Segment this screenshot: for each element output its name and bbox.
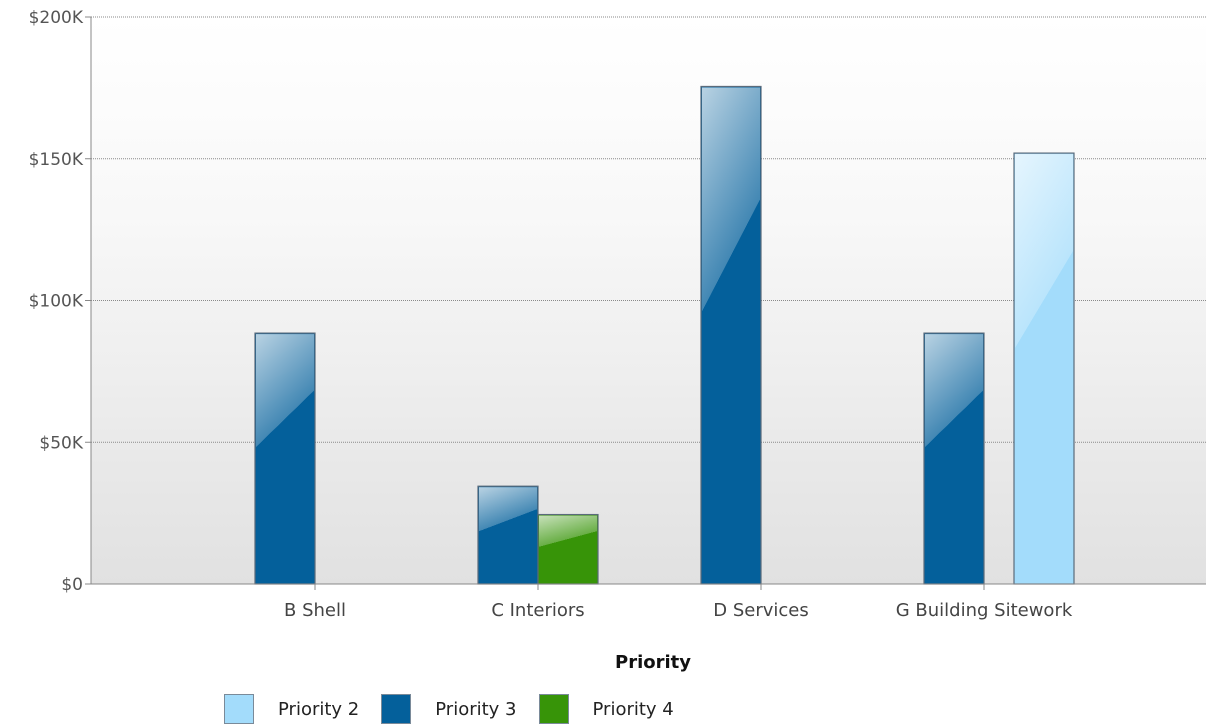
y-tick-label: $0 (61, 575, 83, 595)
y-tick-label: $150K (29, 150, 84, 170)
x-tick-label: B Shell (284, 600, 346, 621)
legend-label-priority-4: Priority 4 (592, 698, 674, 720)
legend-items: Priority 2 Priority 3 Priority 4 (224, 694, 696, 724)
y-tick-label: $200K (29, 8, 84, 28)
bar-gloss (539, 515, 597, 568)
y-tick-label: $50K (39, 433, 83, 453)
bar-gloss (925, 334, 983, 523)
bar-gloss (479, 487, 537, 561)
legend-title: Priority (615, 652, 691, 673)
legend-item-priority-4[interactable]: Priority 4 (538, 694, 674, 724)
legend-swatch-priority-4 (538, 694, 569, 724)
bar-chart-plot: $0 $50K $100K $150K $200K B Shell C Interiors D… (29, 8, 1206, 621)
legend-swatch-priority-2 (224, 694, 254, 724)
bar-gloss (1015, 154, 1073, 478)
bar-gloss (256, 334, 314, 523)
legend: Priority Priority 2 Priority 3 Priority … (0, 648, 1206, 727)
legend-label-priority-2: Priority 2 (278, 698, 360, 720)
x-tick-label: D Services (713, 600, 808, 621)
legend-label-priority-3: Priority 3 (435, 698, 517, 720)
x-tick-label: G Building Sitework (896, 600, 1073, 621)
legend-item-priority-2[interactable]: Priority 2 (224, 694, 359, 724)
y-tick-label: $100K (29, 292, 84, 312)
x-tick-label: C Interiors (491, 600, 584, 621)
legend-swatch-priority-3 (381, 694, 412, 724)
legend-item-priority-3[interactable]: Priority 3 (381, 694, 517, 724)
bar-gloss (702, 87, 760, 461)
